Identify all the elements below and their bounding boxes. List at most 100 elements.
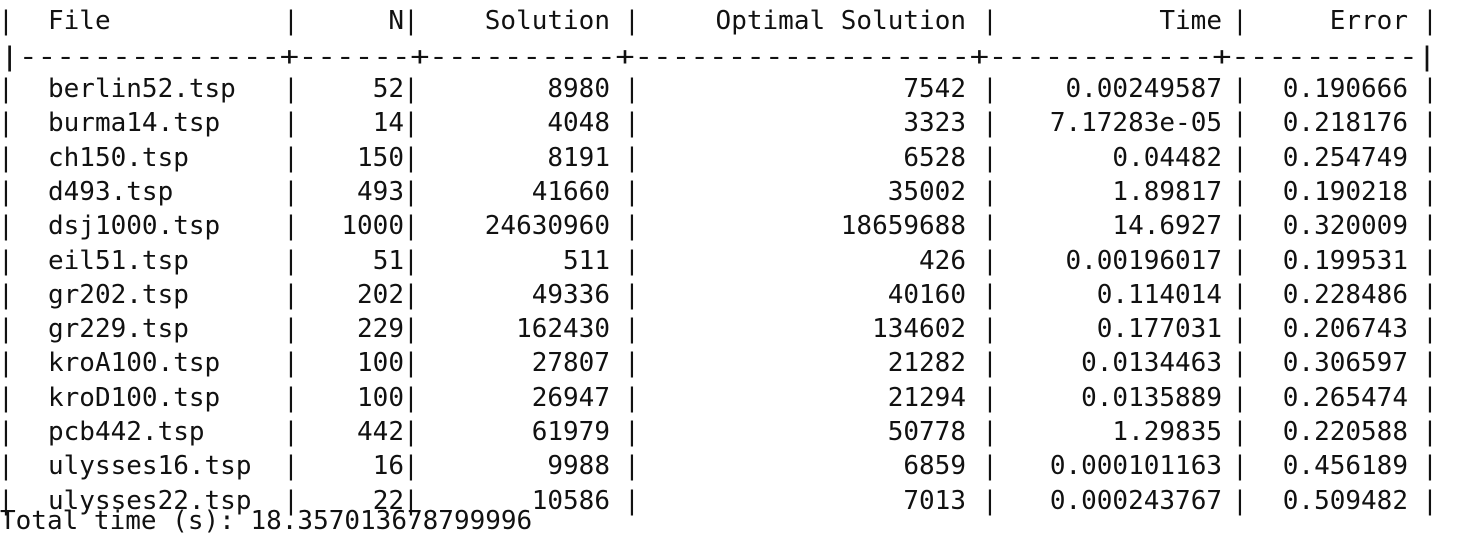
column-divider: | [982, 280, 998, 310]
cell-optimal-solution: 3323 [903, 108, 966, 138]
cell-solution: 41660 [531, 177, 610, 207]
cell-time: 0.177031 [1096, 314, 1222, 344]
column-divider: | [0, 383, 14, 413]
column-header-solution: Solution [484, 6, 610, 36]
column-divider: | [982, 348, 998, 378]
table-row: | | | | | | | gr229.tsp 229 162430 134602 0.177031 0… [0, 312, 1462, 346]
cell-n: 229 [357, 314, 404, 344]
column-divider: | [982, 211, 998, 241]
column-divider: | [624, 486, 640, 516]
column-divider: | [624, 383, 640, 413]
column-divider: | [1422, 314, 1438, 344]
cell-file: gr229.tsp [48, 314, 189, 344]
column-divider: | [0, 451, 14, 481]
cell-solution: 10586 [531, 486, 610, 516]
cell-time: 0.000101163 [1049, 451, 1222, 481]
column-divider: | [403, 108, 419, 138]
column-divider: | [403, 451, 419, 481]
column-divider: | [1422, 177, 1438, 207]
column-divider: | [1422, 143, 1438, 173]
column-header-file: File [48, 6, 111, 36]
column-divider: | [283, 383, 299, 413]
column-header-n: N [388, 6, 404, 36]
cell-error: 0.265474 [1282, 383, 1408, 413]
table-row: | | | | | | | burma14.tsp 14 4048 3323 7.17283e-05 0… [0, 106, 1462, 140]
column-divider: | [283, 74, 299, 104]
column-divider: | [403, 74, 419, 104]
column-divider: | [624, 280, 640, 310]
column-header-optimal-solution: Optimal Solution [715, 6, 966, 36]
column-divider: | [1422, 246, 1438, 276]
cell-error: 0.206743 [1282, 314, 1408, 344]
table-separator-row: |--------------+------+----------+------… [0, 40, 1462, 74]
cell-optimal-solution: 134602 [872, 314, 966, 344]
column-divider: | [1422, 348, 1438, 378]
column-divider: | [624, 417, 640, 447]
column-divider: | [403, 177, 419, 207]
cell-n: 22 [372, 486, 404, 516]
cell-n: 51 [372, 246, 404, 276]
column-divider: | [624, 451, 640, 481]
cell-error: 0.456189 [1282, 451, 1408, 481]
column-divider: | [0, 143, 14, 173]
column-divider: | [283, 177, 299, 207]
column-divider: | [403, 280, 419, 310]
column-divider: | [0, 74, 14, 104]
column-divider: | [403, 417, 419, 447]
cell-file: dsj1000.tsp [48, 211, 221, 241]
cell-n: 14 [372, 108, 404, 138]
column-divider: | [982, 108, 998, 138]
cell-solution: 61979 [531, 417, 610, 447]
column-divider: | [0, 417, 14, 447]
column-divider: | [1422, 211, 1438, 241]
total-time-output: Total time (s): 18.357013678799996 [0, 506, 533, 536]
table-header-row: | | | | | | | File N Solution Optimal Solution Time… [0, 4, 1462, 38]
table-row: | | | | | | | dsj1000.tsp 1000 24630960 18659688 14… [0, 209, 1462, 243]
column-divider: | [0, 314, 14, 344]
column-header-error: Error [1329, 6, 1408, 36]
column-divider: | [1232, 108, 1248, 138]
column-divider: | [403, 246, 419, 276]
column-divider: | [0, 6, 14, 36]
column-divider: | [982, 6, 998, 36]
column-divider: | [1232, 280, 1248, 310]
column-divider: | [283, 417, 299, 447]
column-divider: | [1232, 417, 1248, 447]
column-divider: | [1232, 314, 1248, 344]
column-divider: | [403, 211, 419, 241]
column-divider: | [624, 314, 640, 344]
column-divider: | [624, 348, 640, 378]
column-divider: | [1232, 6, 1248, 36]
cell-solution: 8980 [547, 74, 610, 104]
cell-file: kroD100.tsp [48, 383, 221, 413]
column-divider: | [283, 486, 299, 516]
column-divider: | [1422, 486, 1438, 516]
column-divider: | [624, 211, 640, 241]
column-divider: | [283, 6, 299, 36]
column-divider: | [283, 314, 299, 344]
column-divider: | [624, 108, 640, 138]
cell-optimal-solution: 18659688 [840, 211, 966, 241]
column-divider: | [1232, 74, 1248, 104]
column-divider: | [1232, 211, 1248, 241]
cell-time: 0.00196017 [1065, 246, 1222, 276]
column-divider: | [1232, 143, 1248, 173]
cell-file: d493.tsp [48, 177, 174, 207]
cell-error: 0.190666 [1282, 74, 1408, 104]
cell-solution: 4048 [547, 108, 610, 138]
column-divider: | [1422, 6, 1438, 36]
cell-error: 0.320009 [1282, 211, 1408, 241]
cell-file: pcb442.tsp [48, 417, 205, 447]
table-row: | | | | | | | kroD100.tsp 100 26947 21294 0.0135889… [0, 381, 1462, 415]
column-divider: | [0, 486, 14, 516]
cell-file: ulysses16.tsp [48, 451, 252, 481]
table-row: | | | | | | | ulysses22.tsp 22 10586 7013 0.0002437… [0, 484, 1462, 518]
cell-error: 0.220588 [1282, 417, 1408, 447]
column-divider: | [982, 314, 998, 344]
cell-optimal-solution: 7542 [903, 74, 966, 104]
cell-error: 0.228486 [1282, 280, 1408, 310]
cell-n: 202 [357, 280, 404, 310]
table-row: | | | | | | | berlin52.tsp 52 8980 7542 0.00249587 0… [0, 72, 1462, 106]
column-divider: | [1422, 451, 1438, 481]
column-divider: | [283, 246, 299, 276]
